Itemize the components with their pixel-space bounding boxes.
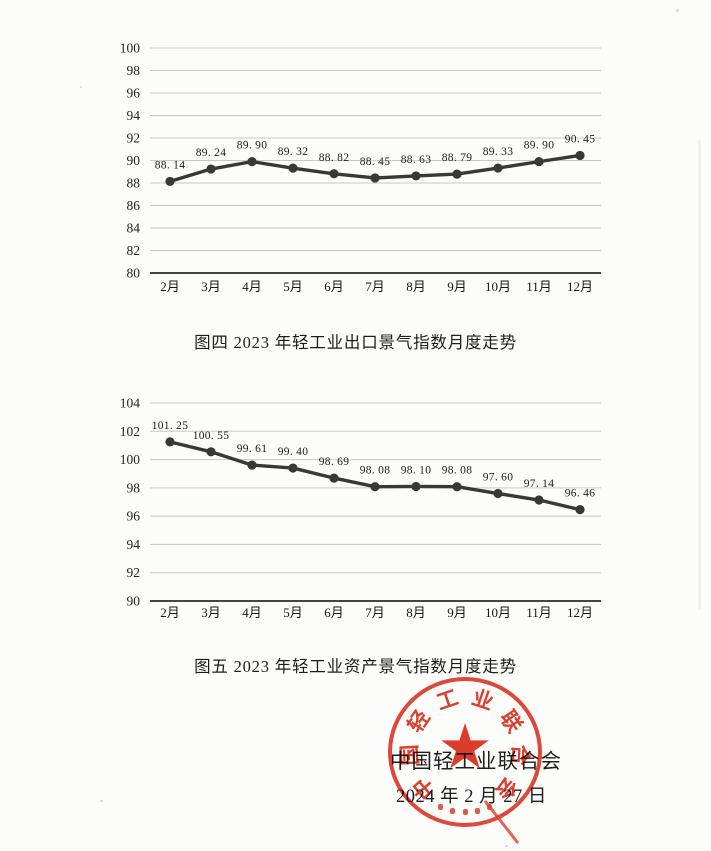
- scan-speck: [505, 845, 508, 847]
- scan-edge-shadow: [698, 140, 701, 610]
- svg-text:3月: 3月: [201, 279, 221, 294]
- svg-text:9月: 9月: [447, 605, 467, 620]
- svg-text:89. 90: 89. 90: [237, 140, 268, 152]
- seal-code-mark: [450, 807, 456, 814]
- svg-text:8月: 8月: [406, 605, 426, 620]
- svg-text:10月: 10月: [485, 605, 511, 620]
- svg-text:99. 40: 99. 40: [278, 446, 309, 458]
- svg-text:7月: 7月: [365, 279, 385, 294]
- export-index-line-chart: 100 98 96 94 92 90 88 86 84 82 80 2月 3月 4月 5月 6月 7月 8月 9月 1…: [120, 41, 601, 294]
- svg-text:90: 90: [127, 594, 141, 609]
- svg-text:96: 96: [127, 86, 141, 101]
- svg-text:104: 104: [120, 396, 141, 411]
- svg-text:90: 90: [127, 153, 141, 168]
- svg-text:10月: 10月: [485, 279, 511, 294]
- svg-text:92: 92: [127, 565, 141, 580]
- seal-code-mark: [438, 803, 444, 810]
- official-seal: ★ 中国轻工业联合会: [388, 677, 542, 845]
- svg-text:8月: 8月: [406, 279, 426, 294]
- svg-text:2月: 2月: [160, 279, 180, 294]
- svg-text:88: 88: [127, 176, 141, 191]
- svg-text:92: 92: [127, 131, 141, 146]
- svg-text:89. 33: 89. 33: [483, 146, 514, 158]
- svg-text:88. 14: 88. 14: [155, 159, 186, 171]
- svg-text:80: 80: [127, 266, 141, 281]
- svg-text:5月: 5月: [283, 605, 303, 620]
- svg-text:98. 10: 98. 10: [401, 464, 432, 476]
- scan-speck: [676, 9, 679, 12]
- svg-text:12月: 12月: [567, 279, 593, 294]
- svg-text:100. 55: 100. 55: [193, 430, 230, 442]
- svg-text:88. 82: 88. 82: [319, 152, 350, 164]
- svg-text:4月: 4月: [242, 279, 262, 294]
- figure5-caption: 图五 2023 年轻工业资产景气指数月度走势: [194, 657, 517, 676]
- svg-text:9月: 9月: [447, 279, 467, 294]
- svg-text:98. 69: 98. 69: [319, 456, 350, 468]
- svg-text:2月: 2月: [160, 605, 180, 620]
- seal-star-icon: ★: [437, 710, 493, 783]
- svg-text:97. 14: 97. 14: [524, 478, 555, 490]
- svg-text:90. 45: 90. 45: [565, 133, 596, 145]
- svg-text:96: 96: [127, 509, 141, 524]
- seal-code-mark: [462, 809, 468, 815]
- svg-text:100: 100: [120, 41, 141, 56]
- svg-text:102: 102: [120, 424, 140, 439]
- svg-text:98. 08: 98. 08: [360, 465, 391, 477]
- svg-text:6月: 6月: [324, 605, 344, 620]
- scan-speck: [100, 800, 103, 802]
- svg-text:82: 82: [127, 243, 141, 258]
- asset-index-line-chart: 104 102 100 98 96 94 92 90 2月 3月 4月 5月 6月 7月 8月 9月 10月 11…: [120, 396, 601, 620]
- svg-text:3月: 3月: [201, 605, 221, 620]
- svg-text:98: 98: [127, 480, 141, 495]
- svg-text:12月: 12月: [567, 605, 593, 620]
- svg-text:6月: 6月: [324, 279, 344, 294]
- figure4-caption: 图四 2023 年轻工业出口景气指数月度走势: [194, 333, 517, 352]
- svg-text:84: 84: [127, 221, 141, 236]
- svg-text:88. 45: 88. 45: [360, 156, 391, 168]
- svg-text:97. 60: 97. 60: [483, 472, 514, 484]
- svg-text:88. 79: 88. 79: [442, 152, 473, 164]
- svg-text:4月: 4月: [242, 605, 262, 620]
- svg-text:89. 32: 89. 32: [278, 146, 309, 158]
- seal-ring-char: 国: [397, 744, 423, 767]
- svg-text:100: 100: [120, 452, 141, 467]
- seal-code-mark: [486, 803, 492, 810]
- svg-text:11月: 11月: [526, 279, 552, 294]
- svg-text:89. 24: 89. 24: [196, 147, 227, 159]
- seal-ring-icon: [388, 677, 542, 827]
- svg-text:94: 94: [127, 108, 141, 123]
- svg-text:101. 25: 101. 25: [152, 420, 189, 432]
- svg-text:98: 98: [127, 63, 141, 78]
- svg-text:7月: 7月: [365, 605, 385, 620]
- svg-text:98. 08: 98. 08: [442, 465, 473, 477]
- svg-text:11月: 11月: [526, 605, 552, 620]
- svg-text:89. 90: 89. 90: [524, 140, 555, 152]
- svg-text:88. 63: 88. 63: [401, 154, 432, 166]
- svg-text:5月: 5月: [283, 279, 303, 294]
- svg-text:99. 61: 99. 61: [237, 443, 268, 455]
- scan-speck: [80, 86, 82, 88]
- svg-text:96. 46: 96. 46: [565, 488, 596, 500]
- svg-text:86: 86: [127, 198, 141, 213]
- seal-code-mark: [474, 807, 480, 814]
- seal-ring-char: 合: [507, 744, 533, 767]
- svg-text:94: 94: [127, 537, 141, 552]
